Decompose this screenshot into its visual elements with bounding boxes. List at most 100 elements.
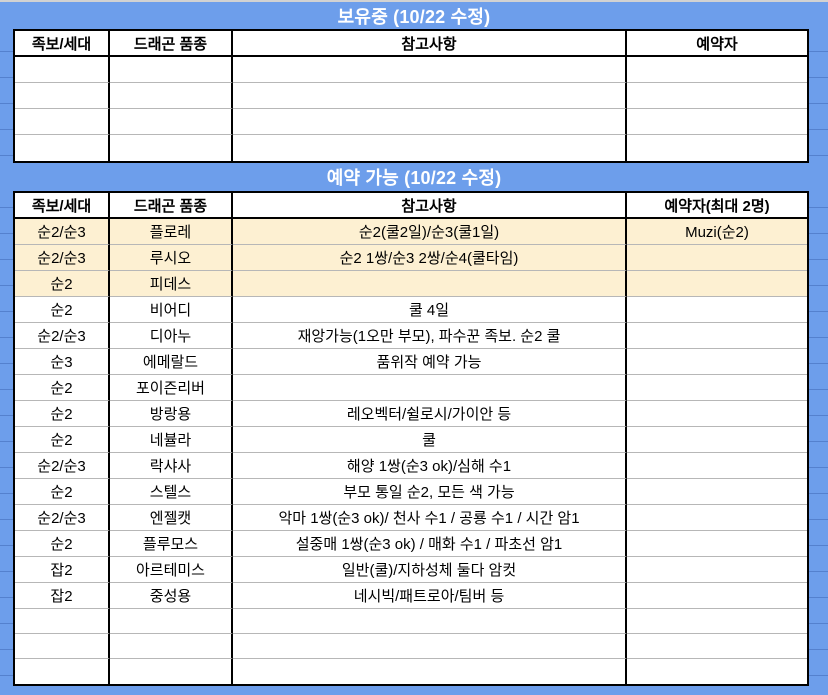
empty-cell[interactable] xyxy=(15,57,110,83)
owned-section-banner[interactable]: 보유중 (10/22 수정) xyxy=(0,2,828,29)
cell-reserver[interactable] xyxy=(627,479,807,505)
cell-generation[interactable]: 순3 xyxy=(15,349,110,375)
cell-generation[interactable]: 순2 xyxy=(15,271,110,297)
cell-notes[interactable] xyxy=(233,271,627,297)
empty-cell[interactable] xyxy=(233,659,627,684)
empty-cell[interactable] xyxy=(15,109,110,135)
header-cell-breed[interactable]: 드래곤 품종 xyxy=(110,31,233,57)
empty-cell[interactable] xyxy=(110,83,233,109)
empty-cell[interactable] xyxy=(233,57,627,83)
cell-reserver[interactable] xyxy=(627,297,807,323)
header-cell-breed[interactable]: 드래곤 품종 xyxy=(110,193,233,219)
cell-generation[interactable]: 순2/순3 xyxy=(15,245,110,271)
header-cell-generation[interactable]: 족보/세대 xyxy=(15,193,110,219)
cell-generation[interactable]: 순2 xyxy=(15,479,110,505)
empty-cell[interactable] xyxy=(233,83,627,109)
cell-reserver[interactable] xyxy=(627,245,807,271)
cell-breed[interactable]: 피데스 xyxy=(110,271,233,297)
cell-breed[interactable]: 플루모스 xyxy=(110,531,233,557)
cell-generation[interactable]: 순2/순3 xyxy=(15,505,110,531)
cell-breed[interactable]: 방랑용 xyxy=(110,401,233,427)
cell-breed[interactable]: 플로레 xyxy=(110,219,233,245)
table-row: 순2 포이즌리버 xyxy=(15,375,807,401)
cell-notes[interactable]: 부모 통일 순2, 모든 색 가능 xyxy=(233,479,627,505)
available-section-banner[interactable]: 예약 가능 (10/22 수정) xyxy=(0,163,828,191)
cell-notes[interactable]: 설중매 1쌍(순3 ok) / 매화 수1 / 파초선 암1 xyxy=(233,531,627,557)
cell-notes[interactable] xyxy=(233,375,627,401)
cell-reserver[interactable] xyxy=(627,557,807,583)
cell-reserver[interactable] xyxy=(627,375,807,401)
cell-generation[interactable]: 잡2 xyxy=(15,557,110,583)
available-header-row: 족보/세대 드래곤 품종 참고사항 예약자(최대 2명) xyxy=(15,193,807,219)
header-cell-reserver[interactable]: 예약자 xyxy=(627,31,807,57)
empty-cell[interactable] xyxy=(15,659,110,684)
empty-cell[interactable] xyxy=(110,609,233,634)
cell-notes[interactable]: 레오벡터/쉴로시/가이안 등 xyxy=(233,401,627,427)
header-cell-notes[interactable]: 참고사항 xyxy=(233,193,627,219)
cell-breed[interactable]: 디아누 xyxy=(110,323,233,349)
header-cell-reserver[interactable]: 예약자(최대 2명) xyxy=(627,193,807,219)
cell-breed[interactable]: 락샤사 xyxy=(110,453,233,479)
cell-breed[interactable]: 아르테미스 xyxy=(110,557,233,583)
empty-cell[interactable] xyxy=(233,109,627,135)
cell-reserver[interactable] xyxy=(627,271,807,297)
cell-reserver[interactable] xyxy=(627,583,807,609)
cell-breed[interactable]: 포이즌리버 xyxy=(110,375,233,401)
empty-cell[interactable] xyxy=(627,83,807,109)
cell-reserver[interactable] xyxy=(627,323,807,349)
cell-reserver[interactable] xyxy=(627,531,807,557)
cell-notes[interactable]: 악마 1쌍(순3 ok)/ 천사 수1 / 공룡 수1 / 시간 암1 xyxy=(233,505,627,531)
cell-notes[interactable]: 순2(쿨2일)/순3(쿨1일) xyxy=(233,219,627,245)
empty-cell[interactable] xyxy=(15,634,110,659)
cell-generation[interactable]: 순2 xyxy=(15,531,110,557)
empty-cell[interactable] xyxy=(627,634,807,659)
empty-cell[interactable] xyxy=(627,57,807,83)
cell-generation[interactable]: 순2 xyxy=(15,401,110,427)
cell-notes[interactable]: 순2 1쌍/순3 2쌍/순4(쿨타임) xyxy=(233,245,627,271)
cell-generation[interactable]: 순2/순3 xyxy=(15,323,110,349)
cell-generation[interactable]: 순2 xyxy=(15,427,110,453)
cell-breed[interactable]: 비어디 xyxy=(110,297,233,323)
cell-notes[interactable]: 일반(쿨)/지하성체 둘다 암컷 xyxy=(233,557,627,583)
cell-notes[interactable]: 쿨 4일 xyxy=(233,297,627,323)
cell-reserver[interactable] xyxy=(627,453,807,479)
empty-cell[interactable] xyxy=(627,609,807,634)
cell-breed[interactable]: 루시오 xyxy=(110,245,233,271)
header-cell-generation[interactable]: 족보/세대 xyxy=(15,31,110,57)
empty-cell[interactable] xyxy=(233,634,627,659)
cell-notes[interactable]: 재앙가능(1오만 부모), 파수꾼 족보. 순2 쿨 xyxy=(233,323,627,349)
cell-notes[interactable]: 품위작 예약 가능 xyxy=(233,349,627,375)
empty-cell[interactable] xyxy=(110,634,233,659)
cell-generation[interactable]: 순2 xyxy=(15,375,110,401)
empty-cell[interactable] xyxy=(627,659,807,684)
empty-cell[interactable] xyxy=(627,109,807,135)
empty-cell[interactable] xyxy=(110,57,233,83)
empty-cell[interactable] xyxy=(15,609,110,634)
empty-cell[interactable] xyxy=(15,83,110,109)
cell-reserver[interactable] xyxy=(627,401,807,427)
empty-cell[interactable] xyxy=(233,609,627,634)
cell-generation[interactable]: 순2/순3 xyxy=(15,453,110,479)
cell-generation[interactable]: 잡2 xyxy=(15,583,110,609)
empty-cell[interactable] xyxy=(15,135,110,161)
cell-breed[interactable]: 엔젤캣 xyxy=(110,505,233,531)
cell-reserver[interactable] xyxy=(627,505,807,531)
empty-cell[interactable] xyxy=(110,135,233,161)
empty-cell[interactable] xyxy=(110,659,233,684)
cell-reserver[interactable] xyxy=(627,427,807,453)
empty-cell[interactable] xyxy=(110,109,233,135)
cell-notes[interactable]: 쿨 xyxy=(233,427,627,453)
header-cell-notes[interactable]: 참고사항 xyxy=(233,31,627,57)
cell-breed[interactable]: 에메랄드 xyxy=(110,349,233,375)
cell-breed[interactable]: 스텔스 xyxy=(110,479,233,505)
cell-generation[interactable]: 순2 xyxy=(15,297,110,323)
cell-generation[interactable]: 순2/순3 xyxy=(15,219,110,245)
cell-breed[interactable]: 네뷸라 xyxy=(110,427,233,453)
cell-reserver[interactable]: Muzi(순2) xyxy=(627,219,807,245)
empty-cell[interactable] xyxy=(233,135,627,161)
cell-breed[interactable]: 중성용 xyxy=(110,583,233,609)
empty-cell[interactable] xyxy=(627,135,807,161)
cell-notes[interactable]: 네시빅/패트로아/팀버 등 xyxy=(233,583,627,609)
cell-reserver[interactable] xyxy=(627,349,807,375)
cell-notes[interactable]: 해양 1쌍(순3 ok)/심해 수1 xyxy=(233,453,627,479)
